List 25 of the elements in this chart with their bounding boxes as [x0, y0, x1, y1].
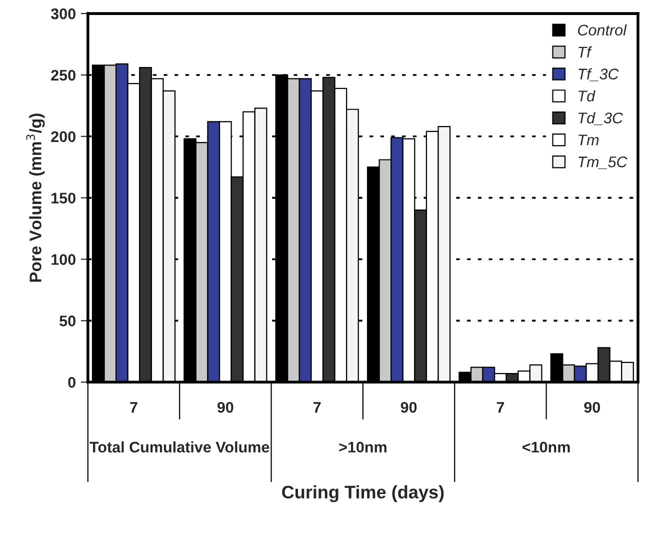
y-tick-label: 150: [52, 192, 76, 204]
x-axis-title: Curing Time (days): [282, 485, 444, 502]
legend-label: Tm: [578, 134, 599, 146]
text: >10nm: [339, 442, 386, 453]
legend-label: Tf: [578, 46, 592, 58]
x-tick-label: 90: [584, 402, 600, 413]
legend-label: Tf_3C: [578, 68, 619, 82]
y-tick-label: 50: [60, 316, 76, 326]
text: Total Cumulative Volume: [90, 441, 270, 453]
legend-label: Td: [578, 90, 596, 102]
x-tick-label: 7: [496, 402, 504, 413]
y-tick-label: 200: [51, 131, 76, 142]
legend-label: Control: [578, 24, 627, 36]
x-tick-label: 90: [400, 402, 417, 413]
text: <10nm: [522, 442, 570, 453]
y-tick-label: 100: [52, 254, 76, 265]
x-tick-label: 7: [314, 402, 321, 413]
y-tick-label: 250: [51, 70, 76, 81]
y-axis-title: Pore Volume (mm$^{3}$/g): [26, 114, 45, 282]
x-tick-label: 7: [130, 402, 138, 413]
x-tick-label: 90: [217, 402, 234, 413]
y-tick-label: 300: [50, 8, 76, 20]
legend-label: Td_3C: [578, 112, 624, 126]
legend-label: Tm_5C: [578, 156, 628, 170]
y-tick-label: 0: [68, 376, 76, 388]
